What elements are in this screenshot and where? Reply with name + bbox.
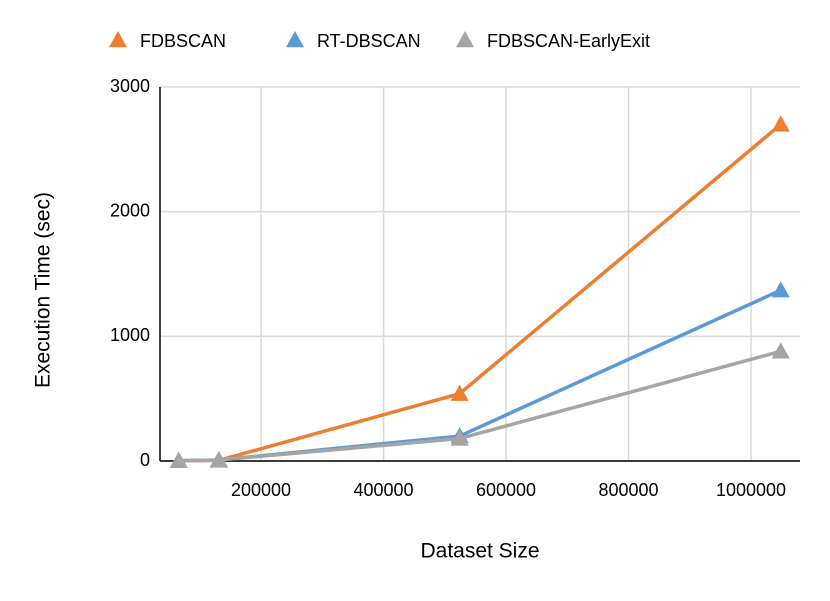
series-line — [178, 123, 782, 463]
y-tick-label: 0 — [140, 450, 150, 470]
marker — [169, 451, 188, 468]
x-tick-label: 200000 — [231, 480, 291, 500]
x-tick-label: 600000 — [476, 480, 536, 500]
legend-label: FDBSCAN-EarlyExit — [487, 31, 650, 51]
marker — [450, 384, 469, 401]
legend-marker — [109, 31, 127, 48]
y-axis-label: Execution Time (sec) — [32, 192, 55, 388]
x-axis-label: Dataset Size — [420, 540, 539, 563]
legend-marker — [456, 31, 474, 48]
marker — [771, 342, 790, 359]
legend-label: RT-DBSCAN — [317, 31, 421, 51]
y-tick-label: 1000 — [110, 325, 150, 345]
legend-label: FDBSCAN — [140, 31, 226, 51]
x-tick-label: 800000 — [598, 480, 658, 500]
marker — [450, 429, 469, 446]
y-tick-label: 2000 — [110, 200, 150, 220]
legend-marker — [286, 31, 304, 48]
marker — [771, 281, 790, 298]
x-tick-label: 400000 — [354, 480, 414, 500]
x-tick-label: 1000000 — [716, 480, 786, 500]
series-line — [178, 349, 782, 463]
marker — [771, 115, 790, 132]
marker — [209, 451, 228, 468]
y-tick-label: 3000 — [110, 76, 150, 96]
